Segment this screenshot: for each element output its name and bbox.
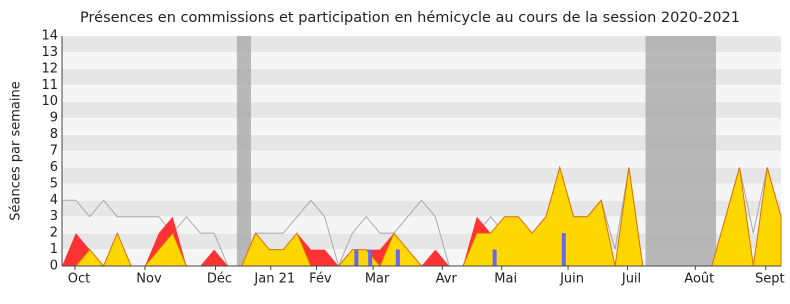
y-tick-label: 7 <box>50 144 58 159</box>
y-tick-label: 3 <box>50 209 58 224</box>
bar <box>395 249 400 266</box>
y-tick-label: 2 <box>50 226 58 241</box>
x-tick-label: Nov <box>136 272 162 287</box>
y-tick-label: 10 <box>41 94 58 109</box>
y-tick-label: 0 <box>50 259 58 274</box>
y-tick-label: 6 <box>50 160 58 175</box>
x-tick-label: Mai <box>494 272 517 287</box>
x-tick-label: Juin <box>559 272 584 287</box>
y-tick-label: 12 <box>41 61 58 76</box>
bar <box>368 249 373 266</box>
y-tick-label: 4 <box>50 193 58 208</box>
y-tick-label: 11 <box>41 78 58 93</box>
x-tick-label: Avr <box>436 272 458 287</box>
x-tick-label: Fév <box>309 272 332 287</box>
y-tick-label: 14 <box>41 29 58 44</box>
x-tick-label: Déc <box>207 272 232 287</box>
y-tick-label: 13 <box>41 45 58 60</box>
x-tick-label: Sept <box>755 272 785 287</box>
y-axis-label: Séances par semaine <box>9 81 24 220</box>
x-tick-label: Juil <box>621 272 641 287</box>
x-tick-label: Oct <box>68 272 90 287</box>
y-tick-label: 5 <box>50 176 58 191</box>
chart-title: Présences en commissions et participatio… <box>80 10 740 26</box>
holiday-band <box>645 36 717 266</box>
x-tick-label: Jan 21 <box>253 272 295 287</box>
x-tick-label: Mar <box>365 272 390 287</box>
x-tick-label: Août <box>684 272 714 287</box>
bar <box>354 249 359 266</box>
y-tick-label: 8 <box>50 127 58 142</box>
y-tick-label: 9 <box>50 111 58 126</box>
bar <box>492 249 497 266</box>
bar <box>561 233 566 266</box>
y-tick-label: 1 <box>50 242 58 257</box>
holiday-band <box>236 36 252 266</box>
